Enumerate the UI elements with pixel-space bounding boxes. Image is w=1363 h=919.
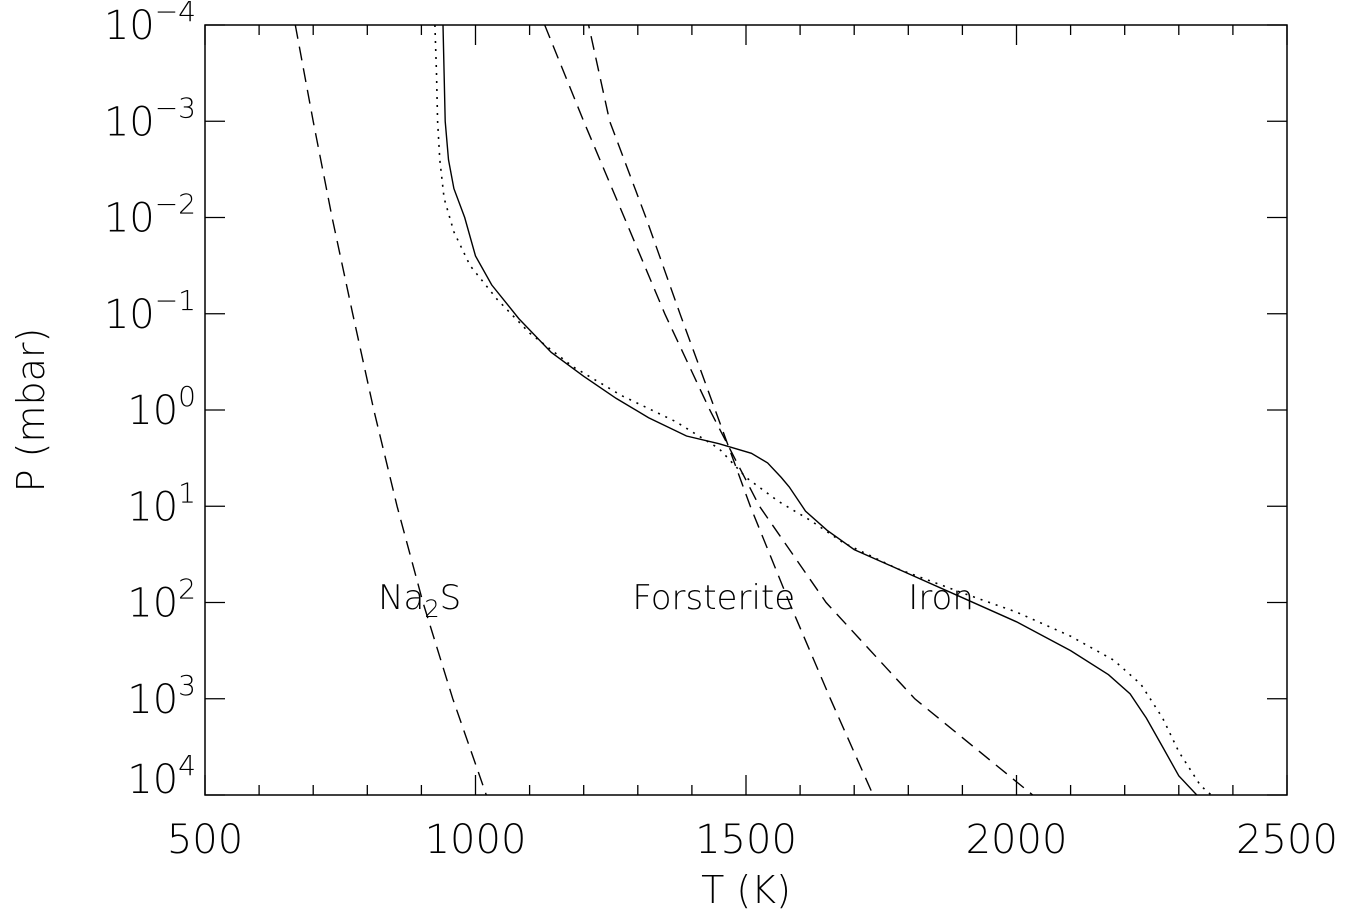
annotation-na2s: Na2S	[378, 578, 461, 623]
y-tick-label: 101	[127, 476, 196, 530]
series-layer	[294, 25, 1213, 795]
x-tick-label: 2500	[1236, 817, 1338, 863]
plot-frame	[204, 24, 1288, 796]
y-tick-label: 10−2	[104, 188, 196, 242]
ticks-layer	[204, 24, 1288, 796]
y-tick-label: 104	[127, 749, 196, 803]
series-line-3	[294, 25, 488, 795]
y-tick-label: 103	[127, 669, 196, 723]
y-tick-label: 10−3	[104, 91, 196, 145]
x-axis-title: T (K)	[701, 868, 791, 912]
x-tick-label: 1500	[695, 817, 797, 863]
y-tick-label: 10−4	[104, 0, 196, 49]
y-axis-title: P (mbar)	[9, 328, 53, 493]
tick-labels-layer: 500 1000 1500 2000 2500 10−4 10−3 10−2 10−1 100 10…	[104, 0, 1338, 863]
y-tick-label: 102	[127, 573, 196, 627]
series-line-2	[434, 25, 1213, 795]
series-line-1	[442, 25, 1198, 795]
annotation-iron: Iron	[908, 578, 974, 618]
x-tick-label: 1000	[425, 817, 527, 863]
x-tick-label: 2000	[966, 817, 1068, 863]
series-line-4	[587, 25, 874, 795]
x-tick-label: 500	[167, 817, 243, 863]
series-line-5	[544, 25, 1034, 795]
annotation-forsterite: Forsterite	[632, 578, 795, 618]
annotations-layer: Na2S Forsterite Iron	[378, 578, 974, 623]
y-tick-label: 10−1	[104, 284, 196, 338]
y-tick-label: 100	[127, 380, 196, 434]
